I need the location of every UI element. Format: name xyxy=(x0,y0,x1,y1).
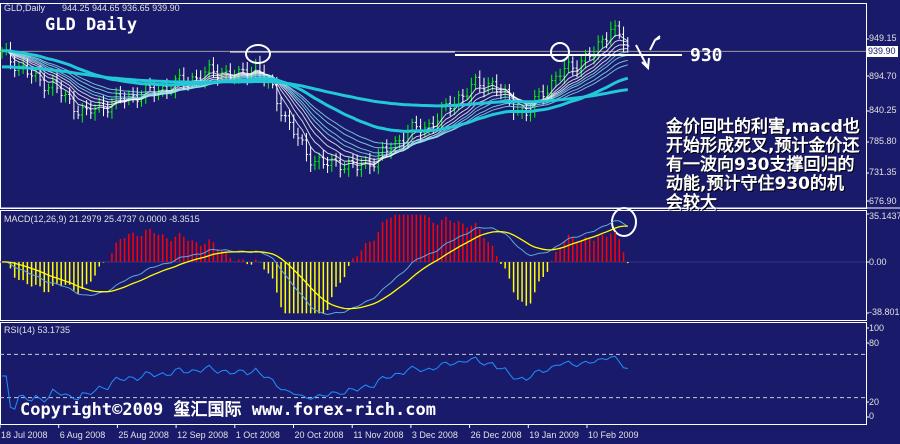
date-tick: 12 Sep 2008 xyxy=(177,430,229,440)
macd-title: MACD(12,26,9) 21.2979 25.4737 0.0000 -8.… xyxy=(4,214,200,224)
date-tick: 25 Aug 2008 xyxy=(118,430,169,440)
macd-tick: 0.00 xyxy=(869,257,887,267)
rsi-tick: 20 xyxy=(869,397,880,407)
highlight-circle xyxy=(550,42,570,62)
date-tick: 6 Aug 2008 xyxy=(59,430,106,440)
analysis-note: 金价回吐的利害,macd也开始形成死叉,预计金价还有一波向930支撑回归的动能,… xyxy=(666,117,860,213)
date-tick: 1 Oct 2008 xyxy=(235,430,280,440)
rsi-line xyxy=(2,355,628,410)
price-tick: 676.90 xyxy=(869,196,897,206)
rsi-title: RSI(14) 53.1735 xyxy=(4,325,71,335)
date-tick: 20 Oct 2008 xyxy=(294,430,344,440)
highlight-circle xyxy=(245,44,271,64)
macd-tick: 35.1437 xyxy=(869,211,900,221)
price-tick: 785.80 xyxy=(869,136,897,146)
macd-tick: -38.8013 xyxy=(869,307,900,317)
price-tick: 840.25 xyxy=(869,105,897,115)
date-tick: 3 Dec 2008 xyxy=(411,430,458,440)
price-tick: 949.15 xyxy=(869,33,897,43)
last-price-label: 939.90 xyxy=(866,46,898,57)
moving-average-thick xyxy=(2,49,629,133)
date-tick: 18 Jul 2008 xyxy=(1,430,48,440)
date-tick: 26 Dec 2008 xyxy=(470,430,522,440)
chart-title: GLD Daily xyxy=(45,15,138,35)
panel-frame xyxy=(0,322,867,425)
moving-average-long xyxy=(2,65,629,108)
date-tick: 11 Nov 2008 xyxy=(353,430,404,440)
panel-frame xyxy=(0,210,867,321)
moving-average-line xyxy=(2,50,628,145)
symbol-info: GLD,Daily xyxy=(4,3,46,13)
price-tick: 731.35 xyxy=(869,167,897,177)
date-tick: 10 Feb 2009 xyxy=(588,430,639,440)
arrow-annotation xyxy=(635,35,661,71)
rsi-tick: 0 xyxy=(869,411,875,421)
rsi-tick: 80 xyxy=(869,338,880,348)
price-tick: 894.70 xyxy=(869,71,897,81)
copyright-text: Copyright©2009 玺汇国际 www.forex-rich.com xyxy=(20,400,436,420)
moving-average-line xyxy=(1,34,629,166)
support-level-label: 930 xyxy=(690,45,723,66)
moving-average-line xyxy=(2,50,628,149)
rsi-tick: 100 xyxy=(869,323,885,333)
highlight-circle xyxy=(611,207,637,237)
macd-signal-line xyxy=(2,225,628,310)
date-tick: 19 Jan 2009 xyxy=(529,430,579,440)
ohlc-info: 944.25 944.65 936.65 939.90 xyxy=(62,3,180,13)
